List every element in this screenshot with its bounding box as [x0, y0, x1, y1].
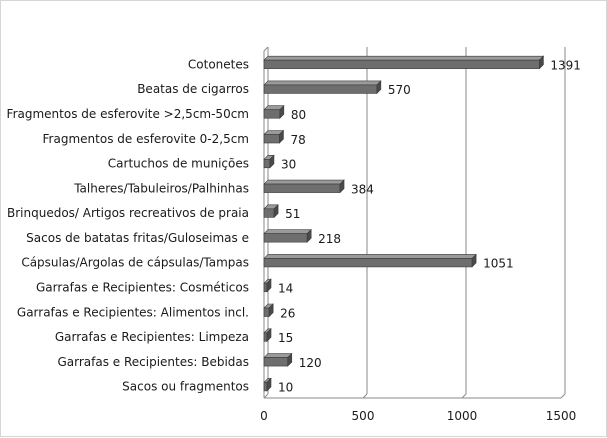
- grid-floor-segment: [560, 393, 566, 399]
- value-label: 10: [278, 381, 293, 395]
- value-label: 15: [278, 331, 293, 345]
- bar: [263, 179, 345, 194]
- bar: [263, 104, 285, 119]
- axis-corner: [263, 46, 269, 52]
- category-label: Cartuchos de munições: [108, 157, 249, 171]
- x-tick-label: 1500: [546, 409, 577, 423]
- category-labels: Cotonetes Beatas de cigarros Fragmentos de…: [7, 57, 249, 393]
- category-label: Beatas de cigarros: [137, 82, 249, 96]
- value-label: 384: [351, 182, 374, 196]
- value-labels: 1391 570 80 78 30 384 51 218 1051 14 26 15 120 10: [278, 58, 581, 394]
- category-label: Garrafas e Recipientes: Cosméticos: [36, 280, 249, 294]
- category-label: Talheres/Tabuleiros/Palhinhas: [73, 181, 249, 195]
- category-label: Garrafas e Recipientes: Limpeza: [55, 330, 249, 344]
- axes: [263, 46, 561, 399]
- value-label: 14: [278, 281, 293, 295]
- x-tick-label: 1000: [447, 409, 478, 423]
- bar: [263, 278, 272, 293]
- bar: [263, 328, 272, 343]
- tick-labels: 0 500 1000 1500: [260, 409, 576, 423]
- category-label: Brinquedos/ Artigos recreativos de praia: [7, 206, 249, 220]
- category-label: Cotonetes: [188, 57, 249, 71]
- category-label: Fragmentos de esferovite >2,5cm-50cm: [7, 107, 249, 121]
- bar: [263, 303, 274, 318]
- value-label: 26: [280, 306, 295, 320]
- bar: [263, 80, 382, 95]
- bar: [263, 55, 545, 70]
- category-label: Garrafas e Recipientes: Alimentos incl.: [17, 305, 249, 319]
- category-label: Garrafas e Recipientes: Bebidas: [57, 355, 249, 369]
- value-label: 51: [285, 207, 300, 221]
- bar: [263, 129, 285, 144]
- category-label: Sacos de batatas fritas/Guloseimas e: [26, 231, 249, 245]
- bar: [263, 154, 275, 169]
- category-label: Sacos ou fragmentos: [122, 380, 249, 394]
- x-tick-label: 0: [260, 409, 268, 423]
- bar: [263, 204, 279, 219]
- value-label: 80: [291, 108, 306, 122]
- grid-floor-segment: [263, 393, 269, 399]
- value-label: 120: [299, 356, 322, 370]
- bar: [263, 228, 312, 243]
- grid-floor-segment: [461, 393, 467, 399]
- bar: [263, 253, 477, 268]
- value-label: 78: [290, 133, 305, 147]
- category-label: Cápsulas/Argolas de cápsulas/Tampas: [21, 256, 249, 270]
- value-label: 1391: [550, 58, 581, 72]
- value-label: 1051: [483, 257, 514, 271]
- value-label: 30: [281, 158, 296, 172]
- grid-floor-segment: [362, 393, 368, 399]
- gridlines: [263, 47, 566, 399]
- value-label: 218: [318, 232, 341, 246]
- value-label: 570: [388, 83, 411, 97]
- bars: [263, 55, 545, 392]
- bar: [263, 352, 293, 367]
- x-tick-label: 500: [352, 409, 375, 423]
- bar: [263, 377, 272, 392]
- category-label: Fragmentos de esferovite 0-2,5cm: [43, 132, 249, 146]
